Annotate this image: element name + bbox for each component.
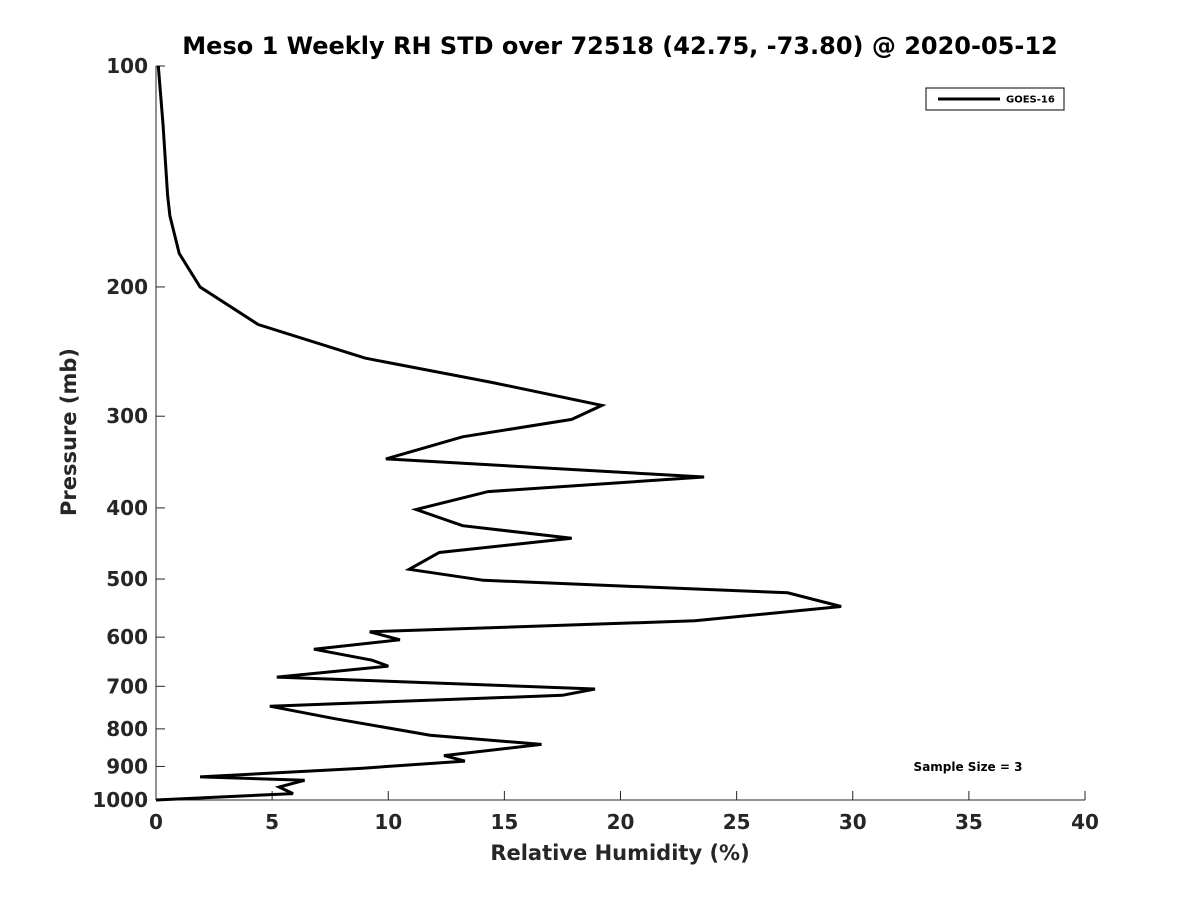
y-tick-label: 300 — [106, 404, 148, 428]
y-tick-label: 1000 — [92, 788, 148, 812]
x-tick-label: 30 — [839, 810, 867, 834]
chart-title: Meso 1 Weekly RH STD over 72518 (42.75, … — [182, 32, 1057, 60]
legend-label-goes16: GOES-16 — [1006, 95, 1055, 106]
legend: GOES-16 — [925, 87, 1065, 111]
y-tick-label: 800 — [106, 717, 148, 741]
y-axis-ticks: 100 200 300 400 500 600 700 800 900 1000 — [92, 54, 165, 812]
y-tick-label: 400 — [106, 496, 148, 520]
x-tick-label: 15 — [490, 810, 518, 834]
series-line-goes-16 — [155, 65, 842, 802]
x-tick-label: 40 — [1071, 810, 1099, 834]
x-axis-label: Relative Humidity (%) — [490, 841, 749, 865]
y-tick-label: 700 — [106, 674, 148, 698]
y-tick-label: 600 — [106, 625, 148, 649]
y-tick-label: 200 — [106, 275, 148, 299]
x-tick-label: 10 — [374, 810, 402, 834]
sample-size-annotation: Sample Size = 3 — [914, 760, 1023, 774]
x-tick-label: 20 — [607, 810, 635, 834]
x-tick-label: 25 — [723, 810, 751, 834]
y-tick-label: 100 — [106, 54, 148, 78]
x-axis-ticks: 0 5 10 15 20 25 30 35 40 — [149, 791, 1099, 834]
y-tick-label: 900 — [106, 754, 148, 778]
plot-axes — [155, 66, 1085, 801]
y-axis-label: Pressure (mb) — [57, 348, 81, 516]
x-tick-label: 0 — [149, 810, 163, 834]
y-tick-label: 500 — [106, 567, 148, 591]
x-tick-label: 5 — [265, 810, 279, 834]
x-tick-label: 35 — [955, 810, 983, 834]
series-lines — [155, 65, 842, 802]
